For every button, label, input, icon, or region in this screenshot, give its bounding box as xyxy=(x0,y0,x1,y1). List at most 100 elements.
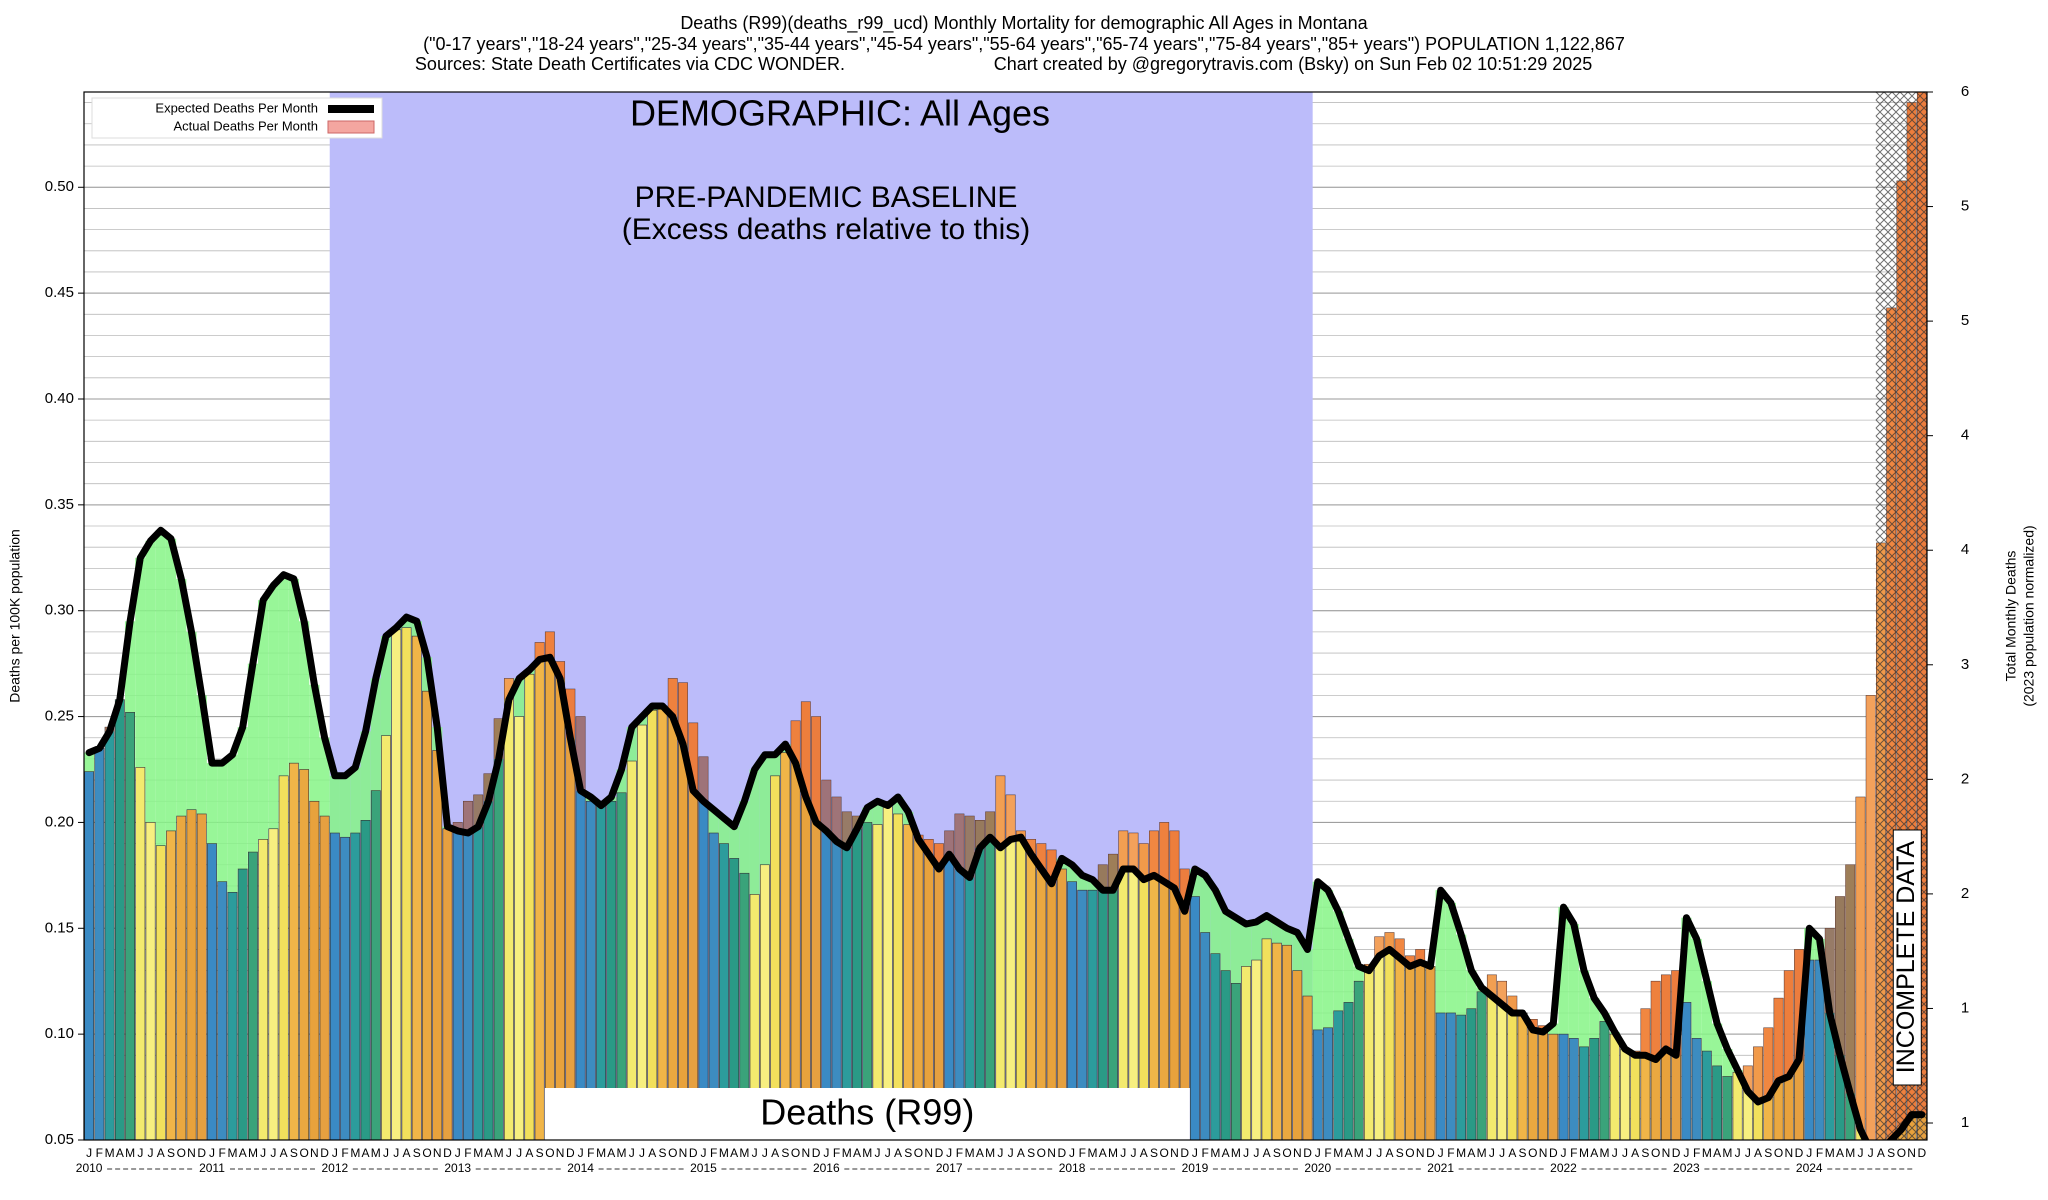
x-tick-label: A xyxy=(1467,1146,1475,1160)
x-tick-label: O xyxy=(791,1146,800,1160)
x-tick-label: M xyxy=(842,1146,852,1160)
bar xyxy=(626,760,637,1140)
bar xyxy=(1292,970,1303,1140)
x-tick-label: M xyxy=(105,1146,115,1160)
bar xyxy=(759,864,770,1140)
shortfall-fill xyxy=(1353,966,1364,982)
chart-subtitle: ("0-17 years","18-24 years","25-34 years… xyxy=(423,34,1625,54)
excess-fill xyxy=(1753,1046,1763,1102)
bar xyxy=(155,845,166,1140)
bar xyxy=(1609,1033,1620,1140)
excess-fill xyxy=(801,701,811,798)
shortfall-fill xyxy=(217,763,228,882)
year-label: 2010 xyxy=(76,1161,103,1175)
y2-tick-label: 3 xyxy=(1961,656,1969,673)
x-tick-label: M xyxy=(1579,1146,1589,1160)
x-tick-label: D xyxy=(689,1146,698,1160)
bar xyxy=(1394,938,1405,1140)
shortfall-fill xyxy=(1271,921,1282,944)
excess-fill xyxy=(1651,981,1661,1060)
x-tick-label: J xyxy=(700,1146,706,1160)
shortfall-fill xyxy=(1558,907,1569,1035)
bar xyxy=(1589,1038,1600,1140)
excess-fill xyxy=(1159,822,1169,882)
shortfall-fill xyxy=(329,775,340,834)
bar xyxy=(84,771,95,1140)
x-tick-label: N xyxy=(1662,1146,1671,1160)
x-tick-label: D xyxy=(320,1146,329,1160)
y2-tick-label: 4 xyxy=(1961,541,1969,558)
bar xyxy=(452,822,463,1140)
shortfall-fill xyxy=(1722,1048,1733,1077)
x-tick-label: J xyxy=(1192,1146,1198,1160)
shortfall-fill xyxy=(1343,938,1354,1003)
bar xyxy=(422,690,432,1140)
x-tick-label: M xyxy=(1456,1146,1466,1160)
bar xyxy=(1364,963,1374,1140)
shortfall-fill xyxy=(1240,924,1252,967)
credit: Chart created by @gregorytravis.com (Bsk… xyxy=(994,54,1593,74)
legend-swatch xyxy=(327,120,375,134)
annotation: Deaths (R99) xyxy=(760,1092,974,1133)
bar xyxy=(391,629,402,1140)
x-tick-label: A xyxy=(116,1146,124,1160)
bar xyxy=(432,750,443,1140)
shortfall-fill xyxy=(145,540,156,823)
x-tick-label: D xyxy=(197,1146,206,1160)
x-tick-label: F xyxy=(464,1146,471,1160)
bar xyxy=(309,800,320,1140)
shortfall-fill xyxy=(1281,928,1293,946)
shortfall-fill xyxy=(1077,875,1088,891)
x-tick-label: F xyxy=(1447,1146,1454,1160)
bar xyxy=(1415,949,1426,1140)
x-tick-label: A xyxy=(607,1146,615,1160)
x-tick-label: D xyxy=(443,1146,452,1160)
year-label: 2015 xyxy=(690,1161,717,1175)
x-tick-label: F xyxy=(833,1146,840,1160)
overlay: 0.05 0.10 0.15 0.20 0.25 0.30 0.35 0.40 0.45 0.50… xyxy=(45,83,1969,1175)
bar xyxy=(1302,995,1313,1140)
bar xyxy=(1445,1012,1456,1140)
x-tick-label: J xyxy=(393,1146,399,1160)
x-tick-label: M xyxy=(125,1146,135,1160)
x-tick-label: O xyxy=(668,1146,677,1160)
annotation: DEMOGRAPHIC: All Ages xyxy=(630,93,1050,134)
year-label: 2011 xyxy=(199,1161,225,1175)
bar xyxy=(544,631,555,1140)
excess-fill xyxy=(1763,1027,1773,1098)
excess-fill xyxy=(1180,869,1190,912)
x-tick-label: J xyxy=(823,1146,829,1160)
excess-fill xyxy=(698,756,709,802)
bar xyxy=(1558,1033,1569,1140)
x-tick-label: M xyxy=(1354,1146,1364,1160)
x-tick-label: A xyxy=(484,1146,492,1160)
x-tick-label: M xyxy=(248,1146,258,1160)
year-label: 2017 xyxy=(936,1161,963,1175)
shortfall-fill xyxy=(401,617,412,628)
bar xyxy=(1200,932,1211,1140)
x-tick-label: A xyxy=(1222,1146,1230,1160)
year-label: 2012 xyxy=(322,1161,349,1175)
excess-fill xyxy=(1773,998,1784,1081)
excess-fill xyxy=(1128,833,1139,870)
excess-fill xyxy=(545,631,555,658)
bar xyxy=(1077,889,1088,1140)
x-tick-label: F xyxy=(587,1146,594,1160)
excess-fill xyxy=(1743,1065,1753,1092)
x-tick-label: D xyxy=(1672,1146,1681,1160)
x-tick-label: J xyxy=(997,1146,1003,1160)
x-tick-label: M xyxy=(1702,1146,1712,1160)
x-tick-label: J xyxy=(137,1146,143,1160)
bar xyxy=(1701,1050,1712,1140)
shortfall-fill xyxy=(370,678,381,791)
x-tick-label: M xyxy=(1108,1146,1118,1160)
year-label: 2023 xyxy=(1673,1161,1700,1175)
x-tick-label: N xyxy=(1293,1146,1302,1160)
excess-fill xyxy=(944,830,954,855)
y-tick-label: 0.15 xyxy=(45,919,74,936)
shortfall-fill xyxy=(1711,1023,1723,1066)
x-tick-label: J xyxy=(86,1146,92,1160)
bar xyxy=(1374,936,1385,1140)
excess-fill xyxy=(1507,996,1517,1013)
